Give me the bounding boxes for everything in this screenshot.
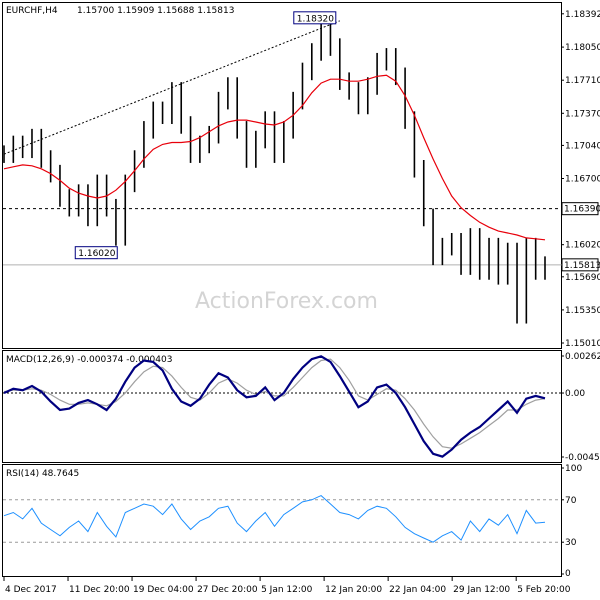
price-tick-label: 1.18050 — [565, 43, 600, 53]
price-panel-frame — [2, 2, 562, 349]
price-level-label-1: 1.15813 — [564, 261, 600, 271]
x-tick-label: 22 Jan 04:00 — [389, 585, 446, 595]
price-tick-label: 1.17710 — [565, 76, 600, 86]
x-tick-label: 27 Dec 20:00 — [197, 585, 258, 595]
rsi-line — [3, 495, 546, 543]
rsi-tick-label: 70 — [565, 496, 577, 506]
price-annotation-label-0: 1.18320 — [297, 14, 334, 24]
macd-panel-frame — [2, 350, 562, 463]
x-tick-label: 4 Dec 2017 — [5, 585, 57, 595]
price-tick-label: 1.16700 — [565, 175, 600, 185]
price-tick-label: 1.17040 — [565, 141, 600, 151]
price-annotation-box-1 — [74, 246, 118, 260]
moving-average-line — [3, 74, 546, 241]
axis-layer: 1.18392 1.18050 1.17710 1.17370 1.17040 1.167… — [3, 10, 600, 595]
macd-title: MACD(12,26,9) -0.000374 -0.000403 — [6, 355, 172, 365]
macd-layer — [3, 355, 561, 458]
price-tick-label: 1.15690 — [565, 273, 600, 283]
macd-tick-label: -0.004526 — [565, 453, 600, 463]
x-tick-label: 29 Jan 12:00 — [453, 585, 510, 595]
price-tick-label: 1.16020 — [565, 241, 600, 251]
x-tick-label: 12 Jan 20:00 — [325, 585, 382, 595]
rsi-tick-label: 0 — [565, 569, 571, 579]
watermark: ActionForex.com — [195, 289, 378, 314]
price-tick-label: 1.17370 — [565, 109, 600, 119]
chart-ohlc: 1.15700 1.15909 1.15688 1.15813 — [77, 6, 234, 16]
x-tick-label: 11 Dec 20:00 — [69, 585, 130, 595]
macd-line — [3, 355, 546, 458]
price-level-label-0: 1.16390 — [564, 205, 600, 215]
price-tick-label: 1.18392 — [565, 10, 600, 20]
macd-tick-label: 0.00262 — [565, 352, 600, 362]
price-annotation-label-1: 1.16020 — [78, 249, 115, 259]
price-level-box-1 — [561, 258, 599, 272]
price-tick-label: 1.15010 — [565, 339, 600, 349]
macd-tick-label: 0.00 — [565, 389, 585, 399]
price-annotation-box-0 — [293, 11, 337, 25]
price-layer: 1.18320 1.16020 — [3, 11, 562, 324]
rsi-layer — [3, 495, 561, 543]
rsi-tick-label: 30 — [565, 538, 577, 548]
rsi-title: RSI(14) 48.7645 — [6, 469, 79, 479]
macd-signal-line — [3, 358, 546, 449]
x-tick-label: 19 Dec 04:00 — [133, 585, 194, 595]
rsi-tick-label: 100 — [565, 464, 582, 474]
chart-symbol: EURCHF,H4 — [6, 6, 58, 16]
price-tick-label: 1.15350 — [565, 306, 600, 316]
price-level-box-0 — [561, 202, 599, 216]
x-tick-label: 5 Feb 20:00 — [517, 585, 571, 595]
x-tick-label: 5 Jan 12:00 — [261, 585, 313, 595]
rsi-panel-frame — [2, 464, 562, 577]
